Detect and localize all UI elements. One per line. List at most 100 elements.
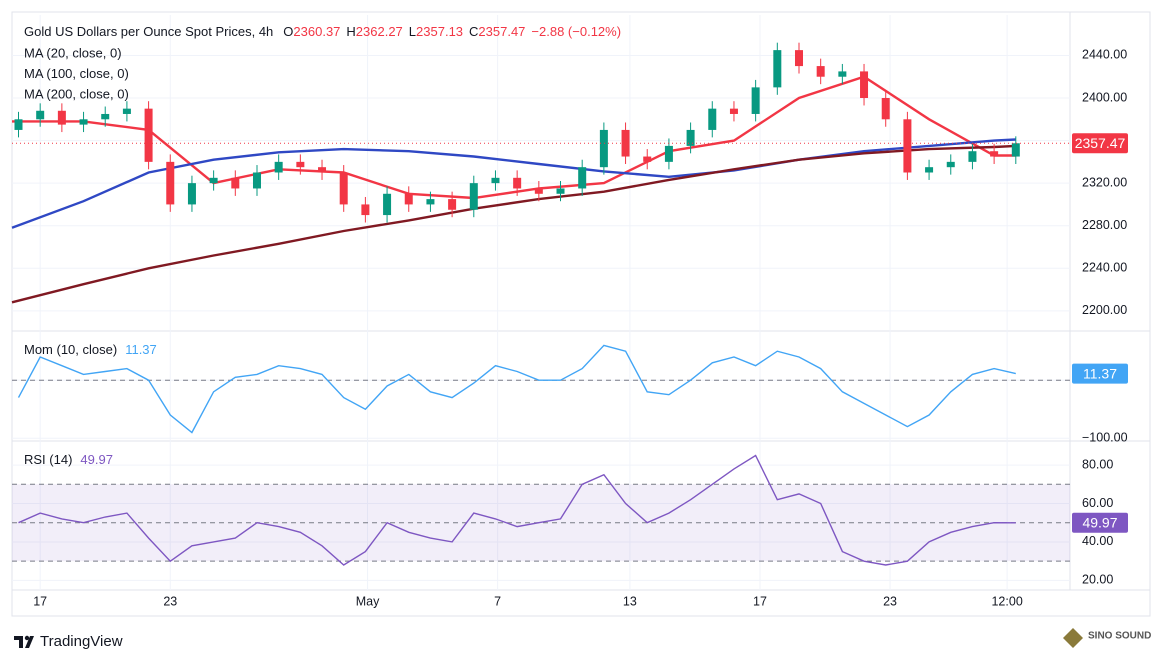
candle-body <box>968 151 977 162</box>
ohlc-value: 2357.13 <box>416 24 463 39</box>
ohlc-label: H <box>346 24 355 39</box>
candle-body <box>36 110 45 120</box>
ohlc-label: O <box>283 24 293 39</box>
y-tick-label: 2320.00 <box>1082 175 1127 189</box>
candle-body <box>404 193 413 205</box>
x-tick-label: 17 <box>753 594 767 608</box>
candle-body <box>187 183 196 205</box>
indicator-name: Mom (10, close) <box>24 342 117 357</box>
candle-body <box>751 87 760 114</box>
candle-body <box>729 108 738 114</box>
candle-body <box>383 193 392 216</box>
candle-body <box>773 50 782 88</box>
price-tag <box>1072 512 1128 533</box>
candle-body <box>79 119 88 125</box>
candle-body <box>621 129 630 157</box>
candle-body <box>556 188 565 194</box>
y-tick-label: 2440.00 <box>1082 48 1127 62</box>
candle-body <box>686 129 695 146</box>
ohlc-value: 2357.47 <box>478 24 525 39</box>
brand: TradingView <box>40 633 123 650</box>
x-tick-label: 12:00 <box>991 594 1022 608</box>
tradingview-logo <box>14 635 34 648</box>
candle-body <box>946 161 955 168</box>
candle-body <box>166 161 175 205</box>
candle-body <box>925 167 934 173</box>
candle-body <box>1011 143 1020 157</box>
candle-body <box>469 183 478 210</box>
candle-body <box>816 66 825 77</box>
x-tick-label: 13 <box>623 594 637 608</box>
indicator-value: 11.37 <box>125 342 157 357</box>
pane-title: RSI (14) 49.97 <box>24 452 113 467</box>
candle-body <box>860 71 869 99</box>
price-tag-label: 49.97 <box>1082 514 1117 530</box>
candle-body <box>231 177 240 189</box>
legend-entry: MA (200, close, 0) <box>24 86 129 101</box>
price-tag <box>1072 133 1128 154</box>
candle-body <box>296 161 305 168</box>
price-tag-label: 11.37 <box>1083 365 1117 381</box>
candle-body <box>339 172 348 205</box>
candle-body <box>513 177 522 189</box>
candle-body <box>426 199 435 205</box>
ohlc-value: 2360.37 <box>293 24 340 39</box>
x-tick-label: 23 <box>163 594 177 608</box>
candle-body <box>990 151 999 157</box>
price-tag-label: 2357.47 <box>1075 135 1126 151</box>
candle-body <box>448 199 457 210</box>
y-tick-label: 2240.00 <box>1082 261 1127 275</box>
price-tag <box>1072 363 1128 384</box>
watermark: SINO SOUND <box>1088 631 1151 642</box>
candle-body <box>599 129 608 168</box>
title: Gold US Dollars per Ounce Spot Prices, 4… <box>24 24 273 39</box>
header: Gold US Dollars per Ounce Spot Prices, 4… <box>24 24 621 39</box>
candle-body <box>209 177 218 184</box>
candle-body <box>708 108 717 130</box>
candle-body <box>318 167 327 173</box>
candle-body <box>57 110 66 125</box>
y-tick-label: 2280.00 <box>1082 218 1127 232</box>
candle-body <box>144 108 153 162</box>
candle-body <box>274 161 283 173</box>
watermark-logo <box>1063 628 1083 648</box>
pane-title: Mom (10, close) 11.37 <box>24 342 157 357</box>
moving-average <box>11 138 1016 229</box>
candle-body <box>578 167 587 189</box>
candle-body <box>664 145 673 162</box>
y-tick-label: −100.00 <box>1082 431 1128 445</box>
y-tick-label: 2200.00 <box>1082 303 1127 317</box>
indicator-value: 49.97 <box>80 452 113 467</box>
x-tick-label: 23 <box>883 594 897 608</box>
candle-body <box>794 50 803 67</box>
candle-body <box>491 177 500 184</box>
x-tick-label: May <box>356 594 380 608</box>
y-tick-label: 40.00 <box>1082 534 1113 548</box>
candle-body <box>903 119 912 173</box>
y-tick-label: 2400.00 <box>1082 90 1127 104</box>
ohlc-label: C <box>469 24 478 39</box>
candle-body <box>534 188 543 194</box>
ohlc-value: 2362.27 <box>356 24 403 39</box>
indicator-line <box>18 454 1016 566</box>
x-tick-label: 17 <box>33 594 47 608</box>
candle-body <box>838 71 847 77</box>
candle-body <box>643 156 652 162</box>
candle-body <box>361 204 370 216</box>
change: −2.88 (−0.12%) <box>531 24 621 39</box>
y-tick-label: 80.00 <box>1082 457 1113 471</box>
candle-body <box>14 119 23 130</box>
x-tick-label: 7 <box>494 594 501 608</box>
ohlc-label: L <box>409 24 416 39</box>
candle-body <box>122 108 131 114</box>
y-tick-label: 60.00 <box>1082 496 1113 510</box>
frame <box>11 11 1151 617</box>
candle-body <box>252 172 261 189</box>
legend-entry: MA (100, close, 0) <box>24 66 129 81</box>
indicator-name: RSI (14) <box>24 452 72 467</box>
candle-body <box>101 113 110 120</box>
y-tick-label: 20.00 <box>1082 573 1113 587</box>
indicator-line <box>17 344 1016 434</box>
candle-body <box>881 98 890 120</box>
